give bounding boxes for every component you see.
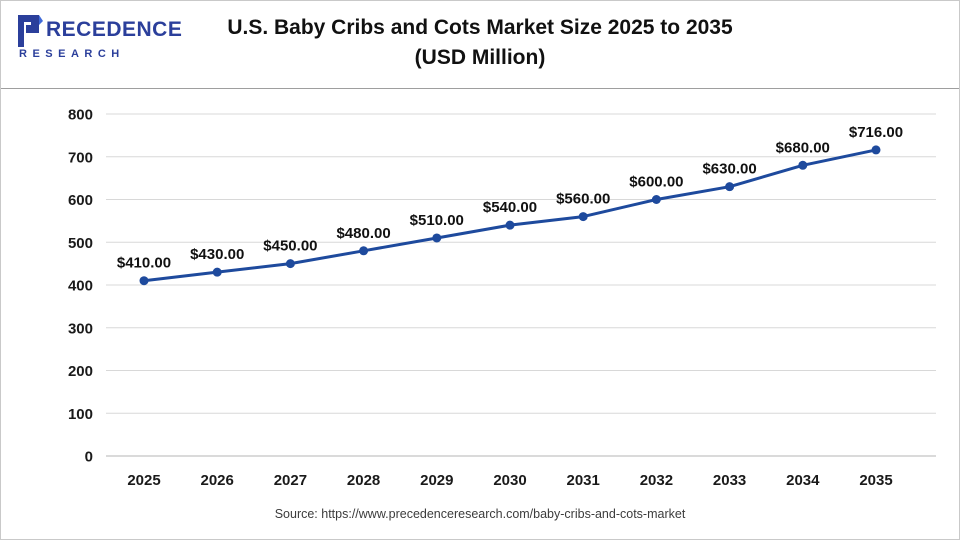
x-axis-tick-label: 2028 xyxy=(347,472,380,489)
x-axis-tick-label: 2034 xyxy=(786,472,820,489)
x-axis-tick-label: 2031 xyxy=(567,472,600,489)
data-point xyxy=(505,220,515,230)
x-axis-tick-label: 2033 xyxy=(713,472,746,489)
data-point-label: $680.00 xyxy=(776,139,830,156)
logo-subtext: RESEARCH xyxy=(19,48,125,60)
data-point xyxy=(139,276,149,286)
data-point-label: $560.00 xyxy=(556,191,610,208)
y-axis-tick-label: 600 xyxy=(68,192,93,209)
x-axis-tick-label: 2030 xyxy=(493,472,526,489)
precedence-research-logo: RECEDENCE RESEARCH xyxy=(17,15,197,60)
x-axis-tick-label: 2029 xyxy=(420,472,453,489)
data-point-label: $450.00 xyxy=(263,238,317,255)
data-point xyxy=(432,233,442,243)
data-point xyxy=(651,195,661,204)
data-point xyxy=(578,212,588,222)
x-axis-tick-label: 2035 xyxy=(859,472,892,489)
data-point-label: $410.00 xyxy=(117,255,171,272)
data-point-label: $630.00 xyxy=(702,161,756,178)
data-point xyxy=(871,145,881,155)
x-axis-tick-label: 2032 xyxy=(640,472,673,489)
chart-header: RECEDENCE RESEARCH U.S. Baby Cribs and C… xyxy=(1,1,959,89)
source-citation: Source: https://www.precedenceresearch.c… xyxy=(274,507,686,521)
y-axis-tick-label: 100 xyxy=(68,406,93,423)
data-point xyxy=(285,259,295,269)
x-axis-tick-label: 2026 xyxy=(201,472,234,489)
data-point-label: $540.00 xyxy=(483,199,537,216)
y-axis-tick-label: 500 xyxy=(68,235,93,252)
data-point-label: $600.00 xyxy=(629,174,683,191)
y-axis-tick-label: 700 xyxy=(68,149,93,166)
data-point-label: $480.00 xyxy=(336,225,390,242)
data-point xyxy=(359,246,369,256)
x-axis-tick-label: 2025 xyxy=(127,472,160,489)
data-point-label: $510.00 xyxy=(410,212,464,229)
y-axis-tick-label: 200 xyxy=(68,363,93,380)
line-chart: 0 100 200 300 400 500 600 700 800 2025 2026 2027 202… xyxy=(68,107,936,489)
y-axis-tick-label: 300 xyxy=(68,320,93,337)
data-point xyxy=(798,160,808,170)
data-point xyxy=(725,182,735,192)
precedence-p-logo-icon xyxy=(18,15,43,47)
x-axis-tick-label: 2027 xyxy=(274,472,307,489)
logo-wordmark: RECEDENCE xyxy=(46,18,183,41)
data-point xyxy=(212,267,222,277)
data-point-label: $430.00 xyxy=(190,246,244,263)
y-axis-tick-label: 0 xyxy=(85,449,93,466)
y-axis-tick-label: 800 xyxy=(68,107,93,124)
data-point-label: $716.00 xyxy=(849,124,903,141)
y-axis-tick-label: 400 xyxy=(68,278,93,295)
